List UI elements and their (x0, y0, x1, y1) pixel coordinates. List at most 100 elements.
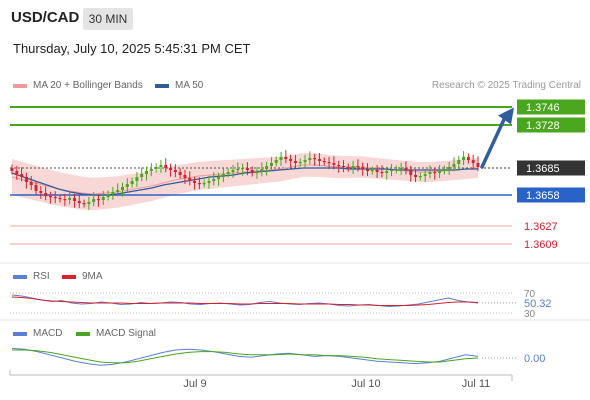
level-label-1.3685: 1.3685 (526, 163, 560, 175)
legend-macd-signal: MACD Signal (76, 328, 156, 339)
candle-body (394, 169, 398, 171)
candle-body (385, 171, 389, 173)
candle-body (269, 163, 273, 166)
candle-body (135, 177, 139, 181)
forecast-arrow-shaft (480, 117, 506, 169)
candle-body (414, 175, 418, 177)
rsi-tick-70: 70 (524, 289, 536, 300)
candle-body (77, 201, 81, 203)
credit-label: Research © 2025 Trading Central (431, 80, 581, 91)
candle-body (212, 179, 216, 181)
macd-series-macd-signal (12, 349, 479, 364)
level-tag-1.3658 (517, 187, 585, 203)
candle-body (58, 198, 62, 200)
legend-rsi-ma: 9MA (62, 271, 103, 282)
candle-body (298, 162, 302, 164)
candle-body (164, 165, 168, 168)
candle-body (380, 172, 384, 174)
candle-body (442, 169, 446, 171)
candle-body (289, 159, 293, 161)
candle-body (332, 163, 336, 165)
datetime-label: Thursday, July 10, 2025 5:45:31 PM CET (13, 41, 251, 56)
candle-body (322, 161, 326, 163)
candle-body (255, 172, 259, 174)
candle-body (303, 160, 307, 162)
timeframe-badge[interactable]: 30 MIN (83, 8, 133, 30)
candle-body (466, 157, 470, 160)
candle-body (87, 202, 91, 204)
candle-body (231, 170, 235, 172)
price-series-ma-50 (11, 167, 478, 196)
candle-body (366, 169, 369, 171)
legend-ma20-bb: MA 20 + Bollinger Bands (13, 80, 143, 91)
legend-macd: MACD (13, 328, 62, 339)
candle-body (82, 203, 86, 205)
candle-body (351, 166, 355, 168)
legend-macd-label: MACD (33, 328, 63, 339)
candle-body (197, 183, 201, 185)
candle-body (438, 171, 442, 173)
candle-body (145, 171, 149, 174)
x-tick-label-jul-9: Jul 9 (183, 378, 206, 390)
candle-body (202, 183, 206, 185)
candle-body (226, 172, 230, 174)
legend-ma50: MA 50 (155, 80, 203, 91)
rsi-series-9ma (11, 296, 479, 306)
candle-body (48, 196, 52, 198)
ma20-swatch (13, 83, 27, 88)
level-label-1.3609: 1.3609 (524, 239, 558, 251)
candle-body (236, 169, 240, 171)
legend-macd-signal-label: MACD Signal (96, 328, 157, 339)
candle-body (327, 162, 331, 164)
candle-body (221, 174, 225, 177)
candle-body (317, 159, 321, 161)
candle-body (284, 157, 288, 159)
symbol-title: USD/CAD (11, 9, 80, 26)
candle-body (476, 163, 480, 167)
candle-body (399, 168, 403, 170)
candle-body (53, 197, 57, 199)
legend-ma50-label: MA 50 (175, 80, 204, 91)
level-label-1.3627: 1.3627 (524, 221, 558, 233)
candle-body (34, 185, 38, 191)
macd-swatch (13, 331, 27, 336)
candle-body (178, 172, 182, 175)
forecast-arrow-head (498, 107, 514, 125)
candle-body (188, 178, 192, 181)
candle-body (346, 167, 350, 169)
candle-body (341, 166, 345, 168)
candle-body (140, 174, 144, 177)
candle-body (265, 166, 269, 169)
candle-body (462, 157, 466, 160)
candle-body (101, 197, 105, 200)
legend-rsi-ma-label: 9MA (82, 271, 103, 282)
x-tick-label-jul-10: Jul 10 (351, 378, 380, 390)
macd-last-value: 0.00 (524, 353, 545, 365)
candle-body (169, 168, 173, 170)
macd-series-macd (11, 347, 479, 366)
level-tag-1.3746 (517, 99, 585, 115)
candle-body (471, 160, 475, 163)
candle-body (293, 161, 297, 163)
candle-body (24, 177, 28, 182)
candle-body (96, 199, 100, 201)
candle-body (44, 193, 48, 196)
candle-body (279, 157, 283, 160)
candle-body (452, 164, 456, 167)
candle-body (111, 192, 115, 194)
candle-body (423, 174, 427, 176)
candle-body (125, 184, 129, 187)
candle-body (29, 182, 33, 185)
candle-body (63, 199, 67, 201)
candle-body (375, 170, 379, 172)
candle-body (183, 175, 187, 178)
candle-body (173, 170, 177, 172)
candle-body (10, 168, 14, 171)
candle-body (337, 165, 341, 167)
rsi-last-value: 50.32 (524, 298, 552, 310)
candle-body (433, 172, 437, 174)
ma50-swatch (155, 83, 169, 88)
candle-body (159, 165, 163, 167)
candle-body (207, 181, 211, 183)
